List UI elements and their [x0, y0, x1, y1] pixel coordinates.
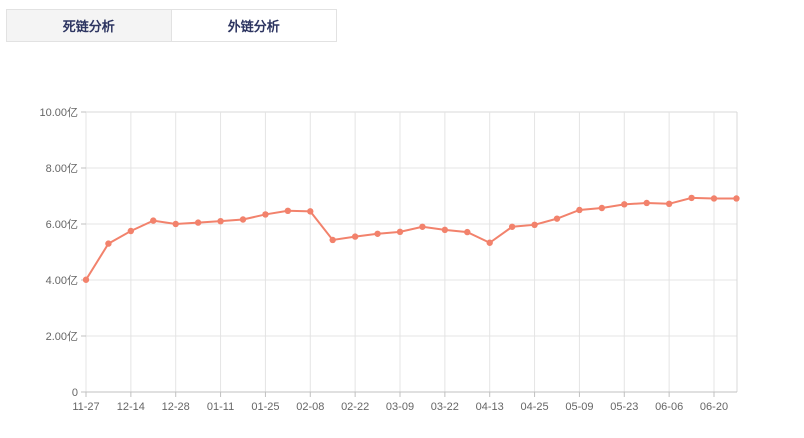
- svg-text:02-08: 02-08: [296, 401, 324, 413]
- svg-text:04-13: 04-13: [476, 401, 504, 413]
- svg-text:01-11: 01-11: [207, 401, 234, 413]
- svg-text:12-28: 12-28: [162, 401, 190, 413]
- svg-text:02-22: 02-22: [341, 401, 369, 413]
- svg-text:04-25: 04-25: [520, 401, 548, 413]
- svg-text:8.00亿: 8.00亿: [46, 162, 78, 175]
- svg-text:03-09: 03-09: [386, 401, 414, 413]
- svg-text:6.00亿: 6.00亿: [46, 218, 78, 231]
- svg-text:12-14: 12-14: [117, 401, 145, 413]
- svg-text:2.00亿: 2.00亿: [46, 330, 78, 343]
- svg-text:06-20: 06-20: [700, 401, 728, 413]
- svg-text:05-09: 05-09: [565, 401, 593, 413]
- svg-text:03-22: 03-22: [431, 401, 459, 413]
- svg-text:01-25: 01-25: [251, 401, 279, 413]
- svg-text:05-23: 05-23: [610, 401, 638, 413]
- svg-text:10.00亿: 10.00亿: [39, 106, 78, 119]
- svg-text:11-27: 11-27: [72, 401, 99, 413]
- svg-text:4.00亿: 4.00亿: [46, 274, 78, 287]
- svg-text:06-06: 06-06: [655, 401, 683, 413]
- svg-text:0: 0: [72, 387, 78, 399]
